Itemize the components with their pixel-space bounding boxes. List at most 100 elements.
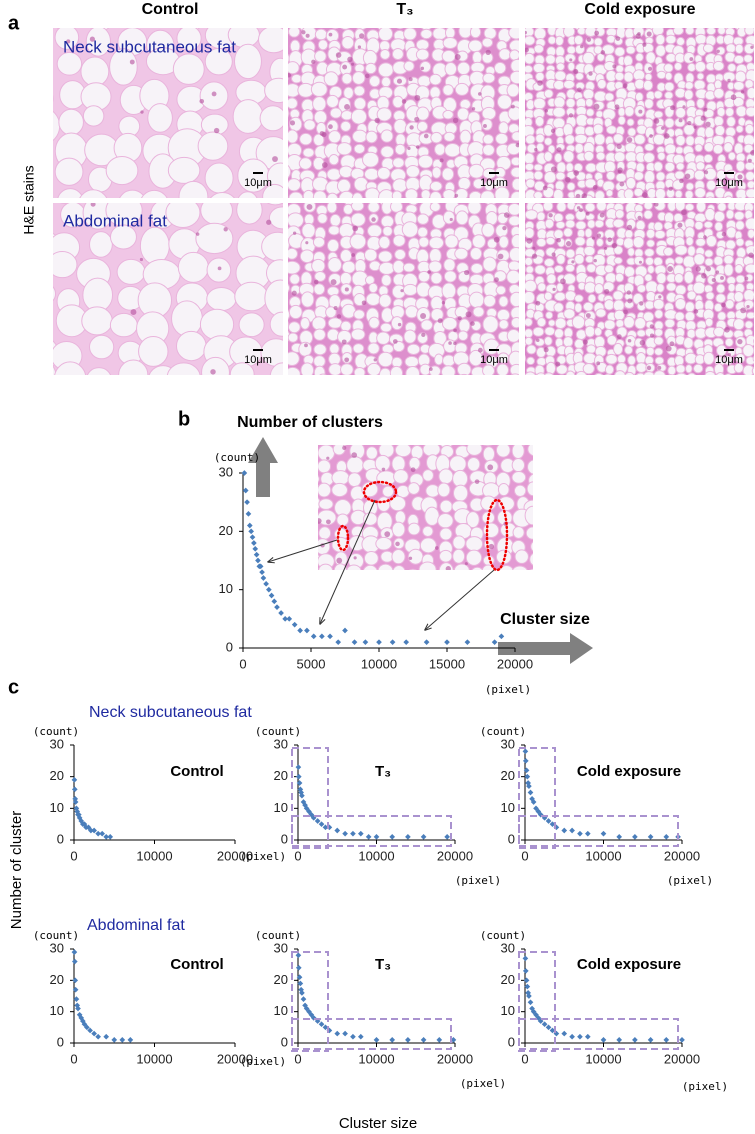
x-tick-label: 10000 [361,656,397,671]
cell [417,381,427,391]
cell [714,221,724,232]
cell [552,117,566,129]
cell [428,260,443,273]
nucleus [670,105,676,111]
point [569,827,575,834]
nucleus [306,204,313,210]
cell [702,43,714,53]
cell [516,375,524,383]
cell [694,143,703,153]
cell [614,71,625,82]
cell [664,81,675,92]
point [600,830,607,837]
nucleus [384,531,391,538]
cell [632,236,645,249]
cell [683,336,694,349]
cell [415,38,430,51]
nucleus [585,313,591,318]
cell [656,272,667,285]
cell [744,263,754,274]
cell [338,165,354,179]
cell [465,549,483,566]
cell [338,190,355,198]
x-unit: (pixel) [455,874,501,887]
y-tick-label: 10 [501,800,515,815]
cell [442,316,458,331]
cell [434,143,446,156]
cell [468,190,483,198]
nucleus [599,212,605,218]
point [241,470,248,476]
cell [378,367,392,375]
nucleus [407,146,411,151]
cell [318,553,321,565]
point [251,540,257,546]
cell [724,337,734,348]
cell [582,362,595,375]
nucleus [550,128,556,134]
nucleus [626,290,632,295]
cell [715,283,726,294]
scale-bars: 10μm 10μm 10μm 10μm 10μm 10μm [244,172,743,366]
cell [468,349,483,367]
cell [471,50,483,65]
cell [508,14,518,26]
nucleus [305,33,310,38]
cell [516,17,524,26]
cell [633,133,646,145]
point [296,974,303,981]
point [99,830,106,837]
cell [238,312,265,338]
cell [482,256,497,272]
x-tick-label: 10000 [136,1051,172,1066]
cell [461,445,464,446]
cell [642,79,654,91]
nucleus [695,266,701,272]
scale-bar-label: 10μm [244,354,272,366]
cell [273,13,285,25]
cell [551,28,552,29]
cell [175,330,207,362]
cell [595,151,606,161]
nucleus [531,253,538,259]
cell [614,209,625,219]
cell [54,157,84,186]
pointer-arrow [425,569,495,630]
point [255,557,261,564]
nucleus [580,45,584,49]
point [257,563,264,570]
cell [405,366,421,375]
point [444,639,450,645]
cell [703,153,714,164]
tissue [318,427,533,570]
cell [263,388,293,411]
cell [500,427,516,442]
cell [574,236,586,247]
cell [431,166,442,179]
nucleus [292,231,297,235]
point [444,834,450,840]
point [436,1037,443,1043]
nucleus [415,145,420,149]
point [600,1037,607,1043]
cell [706,196,714,198]
cell [438,562,454,570]
cell [646,264,655,275]
tissue [273,13,519,198]
cell [695,237,707,247]
cell [404,355,420,368]
nucleus [510,104,515,109]
cell [554,35,564,47]
cell [441,282,457,300]
nucleus [457,316,462,321]
chart: 0 10 20 30 0 10000 20000 (count) (pixel) T₃ [255,929,506,1090]
cell [442,84,454,97]
cell [656,283,665,293]
point [365,834,372,840]
cell [635,352,647,365]
cell [684,301,695,313]
point [103,834,110,840]
x-unit: (pixel) [682,1080,728,1093]
cell [713,255,724,267]
nucleus [272,156,278,162]
